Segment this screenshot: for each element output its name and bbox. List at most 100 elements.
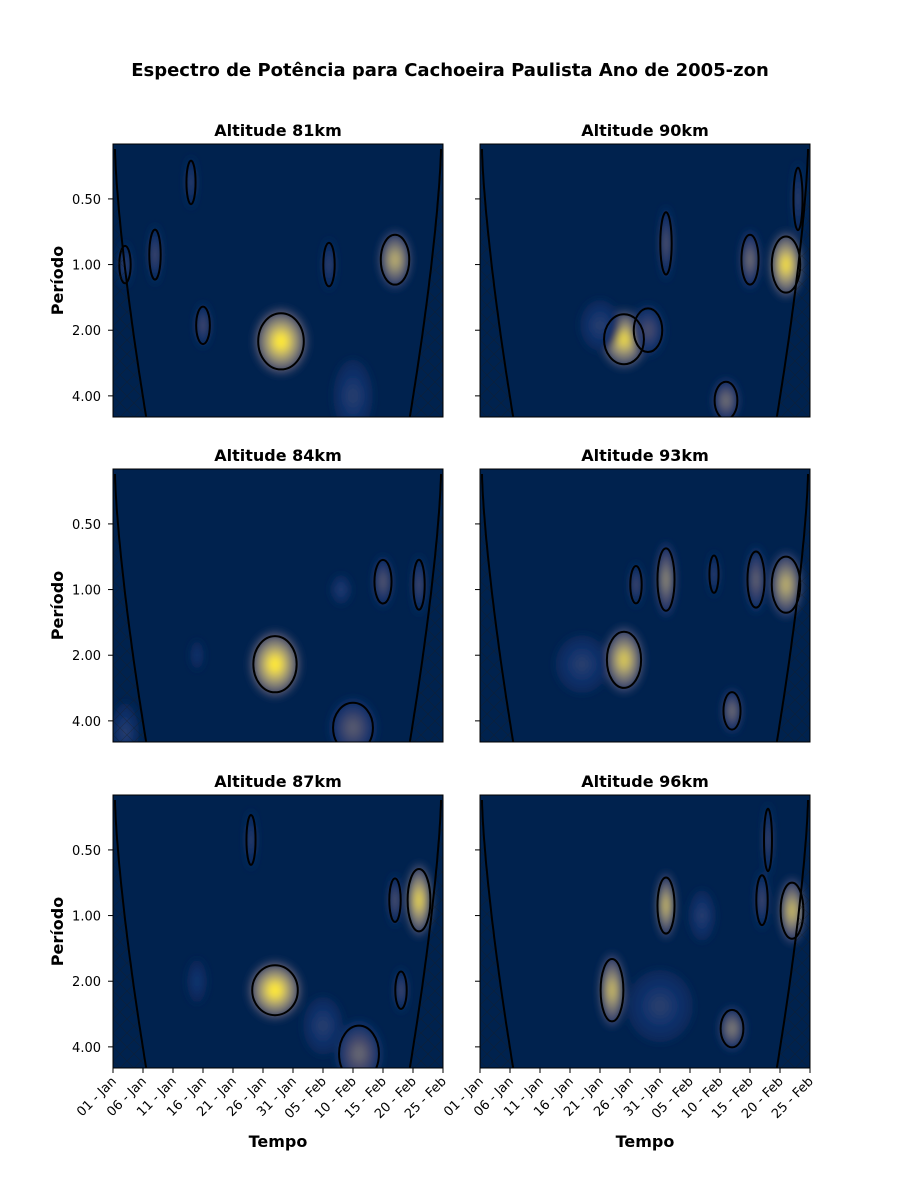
plot-frame (112, 143, 444, 418)
power-peak-1-layer-4 (267, 982, 283, 999)
power-peak-2-layer-4 (781, 575, 791, 594)
contour-5 (755, 874, 769, 927)
contour-4 (148, 228, 162, 281)
power-field (187, 811, 433, 1068)
contour-7 (629, 564, 643, 605)
power-peak-2-layer-4 (390, 251, 400, 268)
contour-2 (373, 558, 393, 605)
contour-1 (252, 635, 298, 694)
contour-8 (792, 166, 804, 232)
power-peak-7-layer-4 (317, 1017, 329, 1034)
power-peak-3-layer-4 (788, 901, 796, 920)
power-peak-5-layer-4 (760, 892, 764, 909)
power-peak-8-layer-4 (249, 831, 253, 849)
power-peak-3-layer-4 (393, 893, 397, 908)
panel-title: Altitude 96km (581, 772, 709, 791)
panel-4: Altitude 93km (475, 446, 811, 743)
y-tick-label: 2.00 (72, 649, 101, 664)
contour-1 (605, 630, 643, 689)
panel-title: Altitude 90km (581, 121, 709, 140)
power-peak-4-layer-4 (346, 719, 360, 736)
contour-7 (185, 159, 197, 206)
plot-background (113, 469, 443, 742)
contour-5 (659, 211, 673, 276)
y-tick-label: 4.00 (72, 390, 101, 405)
power-peak-3-layer-4 (417, 576, 421, 593)
contour-6 (763, 807, 773, 873)
plot-background (480, 144, 810, 417)
panel-title: Altitude 87km (214, 772, 342, 791)
power-peak-7-layer-4 (650, 995, 670, 1017)
coi-hatch-left (480, 144, 514, 417)
power-peak-1-layer-4 (618, 650, 630, 669)
contour-4 (746, 550, 766, 609)
y-tick-label: 0.50 (72, 518, 101, 533)
power-peak-6-layer-4 (327, 257, 331, 272)
plot-area (113, 469, 443, 742)
y-tick-label: 0.50 (72, 193, 101, 208)
panel-2: Altitude 90km (475, 121, 811, 418)
y-axis-label: Período (48, 897, 67, 966)
contour-3 (195, 305, 211, 346)
power-peak-7-layer-4 (634, 578, 638, 591)
contour-3 (388, 877, 402, 924)
power-peak-3-layer-4 (200, 319, 206, 332)
contour-4 (332, 701, 374, 742)
contour-5 (394, 970, 408, 1010)
plot-area (480, 795, 810, 1068)
significance-contours (605, 547, 802, 731)
power-peak-5-layer-4 (399, 984, 403, 997)
coi-hatch-right (776, 469, 810, 742)
contour-8 (245, 813, 257, 866)
power-peak-6-layer-4 (574, 656, 590, 673)
contour-4 (713, 380, 739, 417)
power-peak-5-layer-4 (338, 585, 344, 594)
plot-area (113, 795, 443, 1068)
coi-line-left (481, 799, 515, 1068)
contour-4 (719, 1008, 745, 1049)
y-axis-label: Período (48, 246, 67, 315)
coi-hatch-right (409, 795, 443, 1068)
contour-2 (656, 876, 676, 935)
power-field (580, 162, 804, 417)
power-peak-2-layer-4 (663, 896, 669, 915)
power-peak-6-layer-4 (195, 651, 199, 660)
contour-1 (599, 958, 625, 1023)
power-field (555, 543, 803, 733)
y-tick-label: 1.00 (72, 584, 101, 599)
plot-frame (112, 794, 444, 1069)
power-peak-6-layer-4 (643, 323, 653, 338)
significance-contours (252, 558, 426, 742)
y-tick-label: 0.50 (72, 844, 101, 859)
coi-line-right (775, 799, 809, 1068)
y-axis-label: Período (48, 571, 67, 640)
power-peak-1-layer-4 (608, 980, 616, 1001)
power-peak-2-layer-4 (415, 890, 423, 911)
power-peak-5-layer-4 (729, 704, 735, 717)
plot-background (113, 795, 443, 1068)
y-tick-label: 1.00 (72, 259, 101, 274)
coi-line-right (408, 473, 442, 742)
plot-area (113, 144, 443, 417)
contour-6 (632, 307, 664, 354)
contour-1 (603, 313, 645, 366)
chart-title: Espectro de Potência para Cachoeira Paul… (131, 60, 769, 81)
contour-8 (708, 554, 720, 594)
contour-2 (379, 233, 411, 286)
coi-hatch-right (409, 144, 443, 417)
coi-line-left (114, 148, 148, 417)
contour-1 (251, 964, 299, 1017)
coi-hatch-left (113, 144, 147, 417)
coi-hatch-left (113, 469, 147, 742)
coi-hatch-right (409, 469, 443, 742)
plot-frame (479, 143, 811, 418)
coi-line-left (114, 799, 148, 1068)
coi-hatch-left (480, 469, 514, 742)
coi-hatch-left (113, 795, 147, 1068)
power-peak-7-layer-4 (189, 175, 193, 190)
power-peak-4-layer-4 (722, 394, 730, 407)
power-peak-5-layer-4 (664, 233, 668, 254)
